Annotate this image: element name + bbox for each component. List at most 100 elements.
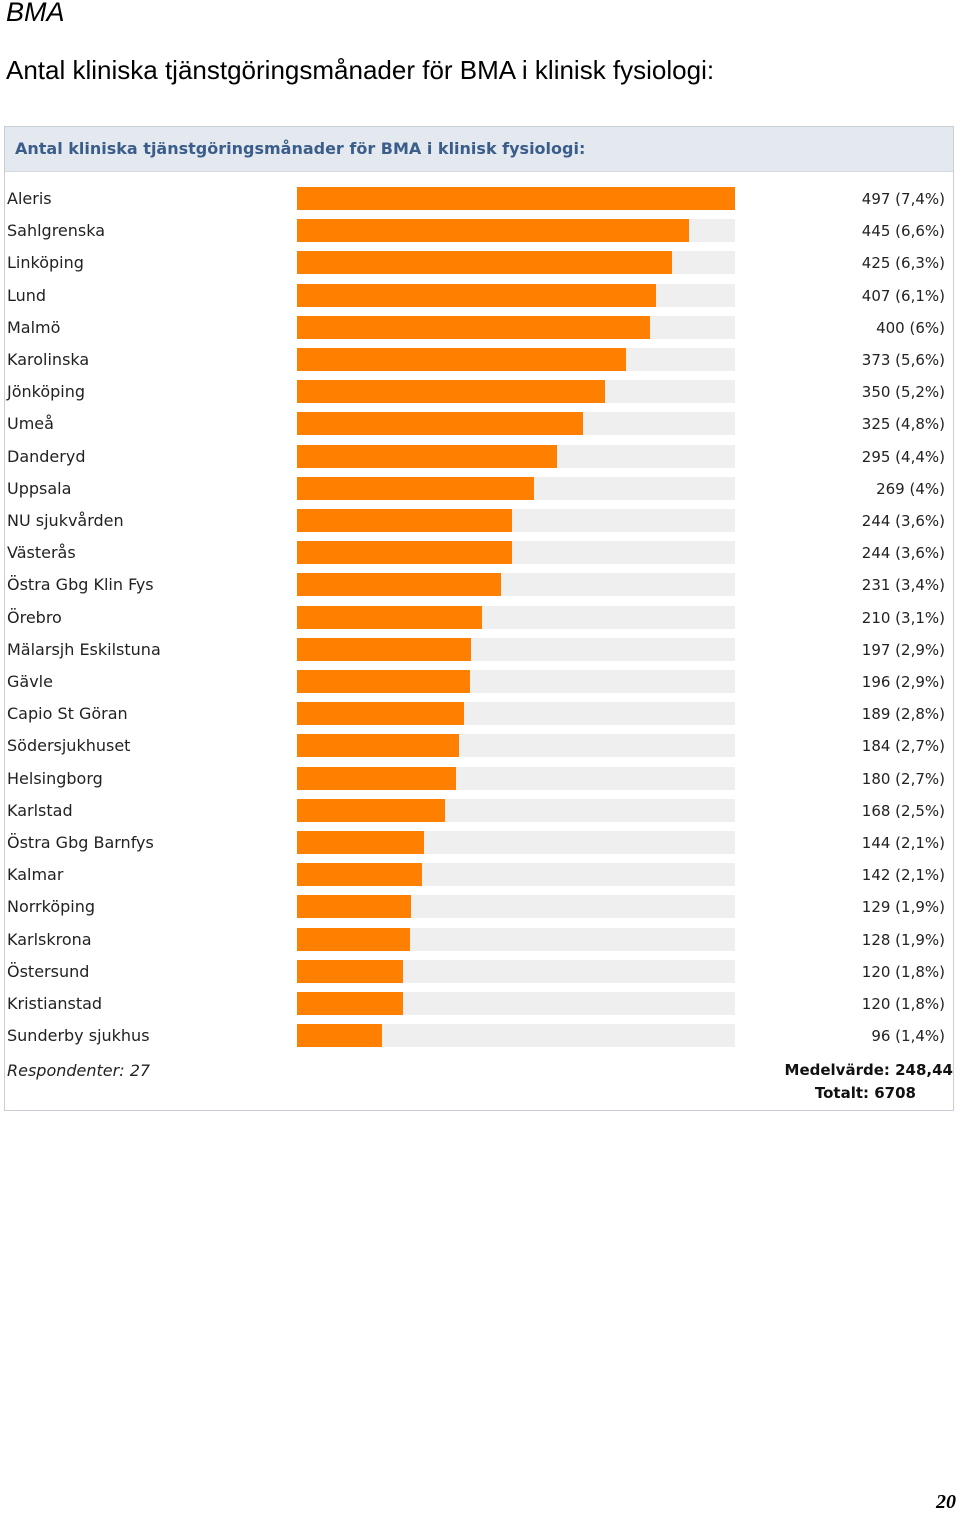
bar-row: Aleris 497 (7,4%): [5, 187, 953, 211]
category-label: Norrköping: [7, 897, 96, 917]
category-label: Karlskrona: [7, 929, 92, 949]
bar-row: Mälarsjh Eskilstuna 197 (2,9%): [5, 637, 953, 662]
chart-panel-header: Antal kliniska tjänstgöringsmånader för …: [5, 127, 953, 172]
bar-row: Västerås 244 (3,6%): [5, 541, 953, 565]
category-label: Sahlgrenska: [7, 221, 106, 241]
bar-track: [297, 573, 735, 597]
data-label: 231 (3,4%): [861, 576, 945, 595]
summary-block: Medelvärde: 248,44 Totalt: 6708: [785, 1061, 953, 1102]
bar-row: Linköping 425 (6,3%): [5, 251, 953, 275]
document-header: BMA: [6, 0, 65, 27]
bar: [297, 766, 456, 790]
data-label: 197 (2,9%): [861, 640, 945, 659]
bar: [297, 573, 501, 597]
data-label: 189 (2,8%): [861, 705, 945, 724]
category-label: Umeå: [7, 414, 54, 434]
bar-row: Karolinska 373 (5,6%): [5, 348, 953, 372]
bar-row: Lund 407 (6,1%): [5, 283, 953, 308]
bar: [297, 1024, 382, 1048]
data-label: 96 (1,4%): [871, 1027, 945, 1046]
category-label: Örebro: [7, 607, 62, 627]
data-label: 120 (1,8%): [861, 995, 945, 1013]
total-value: Totalt: 6708: [814, 1084, 916, 1102]
bar-track: [297, 734, 735, 758]
category-label: Kalmar: [7, 865, 64, 885]
data-label: 120 (1,8%): [861, 962, 945, 981]
data-label: 129 (1,9%): [861, 898, 945, 917]
bar: [297, 476, 535, 500]
bar: [297, 380, 606, 404]
data-label: 373 (5,6%): [861, 351, 945, 369]
category-label: Aleris: [7, 189, 52, 208]
data-label: 244 (3,6%): [861, 512, 945, 530]
category-label: Jönköping: [7, 382, 86, 402]
category-label: Östersund: [7, 961, 90, 981]
category-label: Lund: [7, 285, 47, 305]
category-label: Malmö: [7, 317, 61, 337]
data-label: 325 (4,8%): [861, 415, 945, 434]
category-label: Södersjukhuset: [7, 736, 131, 756]
bar-row: NU sjukvården 244 (3,6%): [5, 509, 953, 533]
category-label: Gävle: [7, 672, 53, 691]
bar-track: [297, 798, 735, 822]
data-label: 295 (4,4%): [861, 447, 945, 466]
data-label: 180 (2,7%): [861, 769, 945, 788]
bar: [297, 219, 690, 243]
bar: [297, 187, 735, 210]
bar: [297, 734, 460, 758]
data-label: 400 (6%): [876, 318, 945, 337]
bar-row: Norrköping 129 (1,9%): [5, 895, 953, 919]
category-label: NU sjukvården: [7, 511, 124, 530]
bar-row: Kristianstad 120 (1,8%): [5, 992, 953, 1016]
bar-track: [297, 476, 735, 500]
category-label: Karlstad: [7, 800, 73, 820]
bar-row: Östra Gbg Klin Fys 231 (3,4%): [5, 573, 953, 597]
bar-track: [297, 927, 735, 951]
bar-row: Sahlgrenska 445 (6,6%): [5, 219, 953, 243]
bar-track: [297, 863, 735, 887]
category-label: Kristianstad: [7, 994, 103, 1013]
data-label: 407 (6,1%): [861, 286, 945, 305]
data-label: 445 (6,6%): [861, 222, 945, 241]
bar-track: [297, 283, 735, 307]
bar: [297, 412, 584, 436]
data-label: 142 (2,1%): [861, 866, 945, 885]
bar: [297, 702, 464, 726]
bar-row: Karlstad 168 (2,5%): [5, 798, 953, 823]
bar-track: [297, 637, 735, 661]
bar: [297, 927, 410, 951]
data-label: 350 (5,2%): [861, 383, 945, 402]
bar-track: [297, 766, 735, 790]
bar-row: Gävle 196 (2,9%): [5, 670, 953, 694]
bar-track: [297, 219, 735, 243]
bar-track: [297, 831, 735, 854]
bar-track: [297, 444, 735, 468]
bar: [297, 315, 650, 339]
category-label: Mälarsjh Eskilstuna: [7, 639, 161, 659]
page-title: Antal kliniska tjänstgöringsmånader för …: [6, 55, 715, 85]
bar-row: Örebro 210 (3,1%): [5, 605, 953, 630]
category-label: Danderyd: [7, 446, 86, 466]
bar-track: [297, 959, 735, 983]
bar: [297, 251, 672, 275]
bar-row: Jönköping 350 (5,2%): [5, 380, 953, 404]
bar-track: [297, 380, 735, 404]
bar: [297, 637, 471, 661]
bar-row: Uppsala 269 (4%): [5, 476, 953, 501]
page-number: 20: [936, 1491, 956, 1513]
average-value: Medelvärde: 248,44: [784, 1061, 953, 1079]
bar-row: Danderyd 295 (4,4%): [5, 444, 953, 469]
bar-row: Malmö 400 (6%): [5, 315, 953, 340]
bar: [297, 959, 403, 983]
bar: [297, 283, 656, 307]
data-label: 168 (2,5%): [861, 801, 945, 820]
category-label: Uppsala: [7, 478, 72, 498]
bar-track: [297, 412, 735, 436]
bar-row: Östra Gbg Barnfys 144 (2,1%): [5, 831, 953, 855]
category-label: Östra Gbg Klin Fys: [7, 575, 154, 595]
respondents-count: Respondenter: 27: [7, 1061, 151, 1080]
bar: [297, 348, 626, 371]
bar: [297, 605, 483, 629]
bar: [297, 895, 411, 919]
bar: [297, 509, 513, 532]
